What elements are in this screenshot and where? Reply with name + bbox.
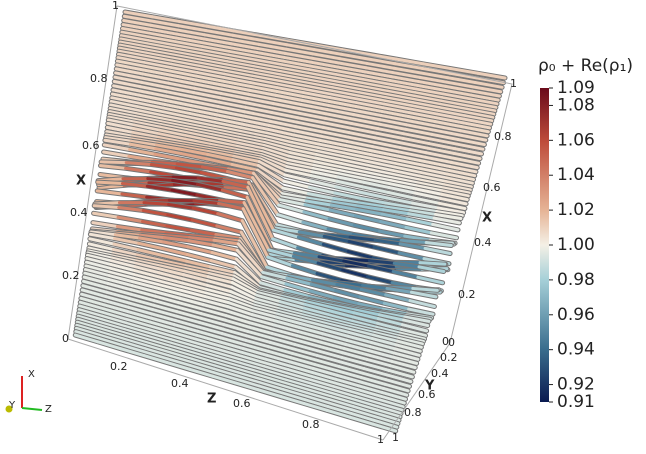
streamline-segment	[104, 152, 129, 156]
orient-z: Z	[45, 404, 52, 415]
colorbar-tick-label: 1.08	[557, 95, 595, 115]
colorbar-tick-label: 0.98	[557, 270, 595, 290]
streamline-segment	[292, 266, 317, 274]
axis-tick-label: 0.2	[62, 269, 80, 282]
axis-title: X	[482, 211, 492, 226]
streamline-segment	[167, 226, 191, 230]
streamline-segment	[126, 163, 151, 165]
colorbar-title: ρ₀ + Re(ρ₁)	[538, 56, 633, 76]
orientation-axes: X Y Z	[6, 369, 53, 415]
axis-tick-label: 0.8	[302, 418, 320, 431]
axis-tick-label: 0.6	[82, 139, 100, 152]
axis-tick-label: 0.8	[404, 406, 422, 419]
axis-tick-label: 0.2	[110, 360, 128, 373]
axis-tick-label: 0	[62, 332, 69, 345]
visualization: ρ₀ + Re(ρ₁) X Y Z X X Z Y 1.091.081.061.…	[0, 0, 646, 454]
streamline-segment	[94, 213, 118, 217]
axis-tick-label: 0.4	[70, 206, 88, 219]
colorbar-tick-label: 0.91	[557, 392, 595, 412]
colorbar-tick-label: 1.04	[557, 165, 595, 185]
axis-title: X	[76, 174, 86, 189]
streamline-segment	[143, 211, 168, 215]
streamline-segment	[148, 179, 173, 181]
axis-tick-label: 0.2	[458, 288, 476, 301]
colorbar-tick-label: 0.96	[557, 305, 595, 325]
axis-tick-label: 0.6	[483, 181, 501, 194]
colorbar-tick-label: 0.94	[557, 340, 595, 360]
streamline-segment	[98, 182, 123, 183]
axis-tick-label: 1	[377, 433, 384, 446]
streamline-segment	[93, 223, 117, 227]
axis-tick-label: 1	[392, 431, 399, 444]
axis-tick-label: 0	[442, 335, 449, 348]
colorbar-tick-label: 1.06	[557, 130, 595, 150]
axis-tick-label: 0.6	[418, 388, 436, 401]
orient-x: X	[28, 369, 35, 380]
colorbar	[540, 88, 549, 402]
axis-tick-label: 0.4	[431, 367, 449, 380]
axis-tick-label: 0.6	[233, 397, 251, 410]
axis-tick-label: 1	[112, 0, 119, 12]
axis-tick-label: 0.8	[90, 72, 108, 85]
streamline-segment	[144, 203, 169, 205]
streamline-segment	[173, 177, 198, 178]
colorbar-tick-label: 1.02	[557, 200, 595, 220]
axis-tick-label: 1	[510, 77, 517, 90]
streamline-segment	[278, 215, 303, 223]
axis-title: Z	[207, 392, 216, 407]
axis-tick-label: 0	[448, 336, 455, 349]
axis-tick-label: 0.4	[171, 377, 189, 390]
colorbar-tick-label: 1.00	[557, 235, 595, 255]
streamline-segment	[273, 239, 298, 248]
streamline-segment	[101, 162, 126, 163]
axis-tick-label: 0.2	[440, 351, 458, 364]
streamline-segment	[420, 263, 445, 265]
streamline-segment	[118, 217, 142, 221]
axis-tick-label: 0.8	[494, 130, 512, 143]
streamline-segment	[94, 206, 119, 208]
axis-tick-label: 0.4	[474, 236, 492, 249]
streamline-segment	[169, 200, 194, 201]
orient-y: Y	[8, 400, 16, 411]
streamline-segment	[413, 288, 438, 290]
